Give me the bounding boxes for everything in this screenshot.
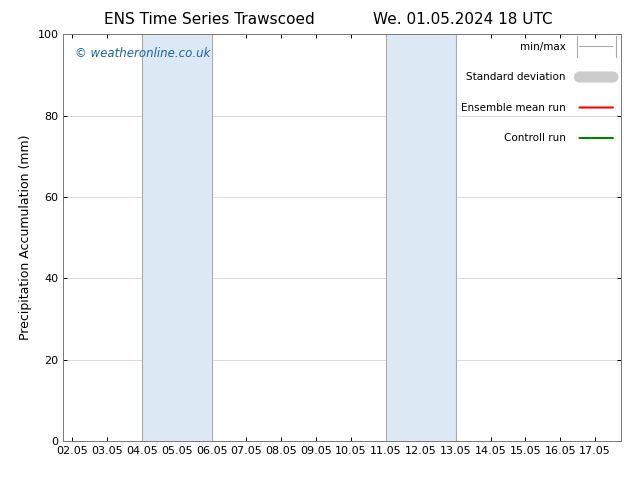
Text: We. 01.05.2024 18 UTC: We. 01.05.2024 18 UTC — [373, 12, 553, 27]
Bar — [386, 34, 456, 441]
Y-axis label: Precipitation Accumulation (mm): Precipitation Accumulation (mm) — [19, 135, 32, 341]
Text: Standard deviation: Standard deviation — [466, 72, 566, 82]
Text: Ensemble mean run: Ensemble mean run — [461, 102, 566, 113]
Text: ENS Time Series Trawscoed: ENS Time Series Trawscoed — [104, 12, 314, 27]
Bar — [142, 34, 212, 441]
Text: © weatheronline.co.uk: © weatheronline.co.uk — [75, 47, 210, 59]
Text: Controll run: Controll run — [503, 133, 566, 143]
Text: min/max: min/max — [520, 42, 566, 51]
